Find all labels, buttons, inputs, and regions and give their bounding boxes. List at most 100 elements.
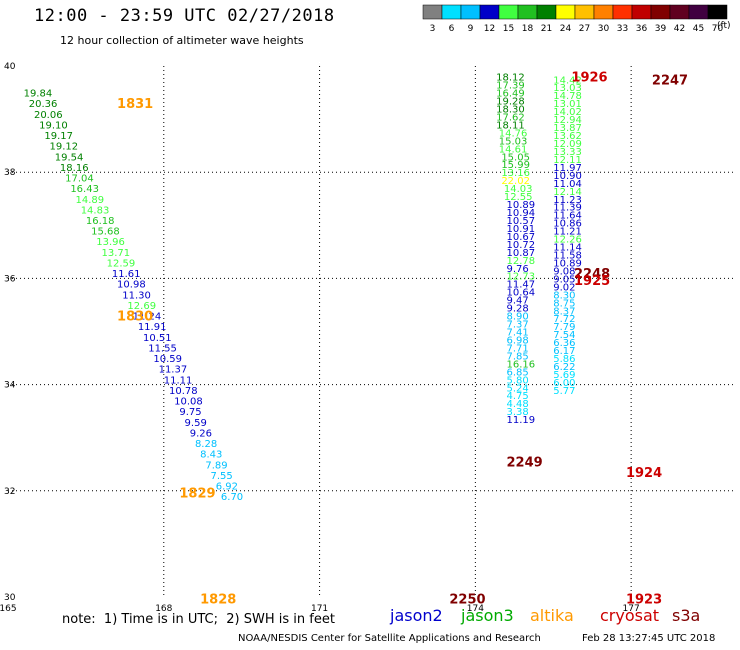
y-tick-label: 38: [4, 168, 16, 178]
swh-value-label: 10.90: [553, 171, 582, 182]
swh-value-label: 6.00: [553, 378, 575, 389]
track-time-label: 1926: [571, 71, 607, 86]
swh-value-label: 14.76: [499, 128, 528, 139]
color-scale-label: 21: [541, 24, 552, 34]
color-scale-swatch: [669, 4, 690, 20]
color-scale-unit: (ft): [717, 21, 731, 31]
swh-value-label: 6.85: [507, 367, 529, 378]
legend-jason3: jason3: [461, 606, 514, 625]
swh-value-label: 12.59: [107, 258, 136, 269]
swh-value-label: 18.12: [496, 73, 525, 84]
color-scale-label: 15: [503, 24, 514, 34]
swh-value-label: 13.87: [553, 123, 582, 134]
swh-value-label: 10.91: [507, 224, 536, 235]
swh-value-label: 10.89: [507, 200, 536, 211]
swh-value-label: 11.64: [553, 211, 582, 222]
swh-value-label: 17.62: [496, 112, 525, 123]
track-time-label: 2248: [574, 267, 610, 282]
swh-value-label: 11.11: [164, 375, 193, 386]
color-scale-label: 6: [449, 24, 455, 34]
swh-value-label: 18.11: [496, 120, 525, 131]
swh-value-label: 19.12: [50, 142, 79, 153]
swh-value-label: 10.08: [174, 397, 203, 408]
color-scale-label: 42: [674, 24, 685, 34]
swh-value-label: 7.55: [211, 471, 233, 482]
legend-jason2: jason2: [390, 606, 443, 625]
track-time-label: 1830: [117, 310, 153, 325]
swh-value-label: 10.78: [169, 386, 198, 397]
color-scale-label: 27: [579, 24, 590, 34]
swh-value-label: 14.78: [553, 91, 582, 102]
swh-value-label: 10.72: [507, 240, 536, 251]
swh-value-label: 13.01: [553, 99, 582, 110]
x-tick-label: 174: [467, 604, 484, 614]
swh-value-label: 12.78: [507, 256, 536, 267]
y-tick-label: 40: [4, 62, 16, 72]
swh-value-label: 10.89: [553, 258, 582, 269]
swh-value-label: 15.68: [91, 227, 120, 238]
swh-value-label: 17.39: [496, 81, 525, 92]
swh-value-label: 12.14: [553, 187, 582, 198]
swh-value-label: 20.06: [34, 110, 63, 121]
generation-timestamp: Feb 28 13:27:45 UTC 2018: [582, 633, 716, 644]
swh-value-label: 7.37: [507, 320, 529, 331]
swh-value-label: 15.03: [499, 136, 528, 147]
track-time-label: 1925: [574, 274, 610, 289]
swh-value-label: 3.38: [507, 407, 529, 418]
y-tick-label: 30: [4, 593, 16, 603]
swh-value-label: 19.84: [24, 89, 53, 100]
color-scale-swatch: [498, 4, 519, 20]
swh-value-label: 6.36: [553, 338, 575, 349]
swh-value-label: 14.03: [504, 184, 533, 195]
swh-value-label: 8.28: [195, 439, 217, 450]
swh-value-label: 7.72: [553, 314, 575, 325]
color-scale-swatch: [517, 4, 538, 20]
swh-value-label: 15.99: [501, 160, 530, 171]
legend-cryosat: cryosat: [600, 606, 660, 625]
swh-value-label: 14.02: [553, 107, 582, 118]
swh-value-label: 9.59: [185, 418, 207, 429]
y-tick-label: 34: [4, 381, 16, 391]
color-scale-swatch: [631, 4, 652, 20]
swh-value-label: 14.89: [76, 195, 105, 206]
swh-value-label: 13.62: [553, 131, 582, 142]
swh-value-label: 12.26: [553, 235, 582, 246]
swh-value-label: 10.59: [153, 354, 182, 365]
color-scale-label: 12: [484, 24, 495, 34]
swh-value-label: 5.24: [507, 383, 529, 394]
swh-value-label: 6.98: [507, 335, 529, 346]
track-time-label: 2247: [652, 73, 688, 88]
swh-value-label: 11.58: [553, 251, 582, 262]
swh-value-label: 18.16: [60, 163, 89, 174]
swh-value-label: 9.28: [507, 304, 529, 315]
color-scale-swatch: [479, 4, 500, 20]
swh-value-label: 9.26: [190, 428, 212, 439]
swh-value-label: 6.70: [221, 492, 243, 503]
swh-value-label: 11.91: [138, 322, 167, 333]
page-title: 12:00 - 23:59 UTC 02/27/2018: [34, 6, 335, 26]
credit-line: NOAA/NESDIS Center for Satellite Applica…: [238, 633, 541, 644]
swh-value-label: 8.90: [507, 312, 529, 323]
swh-value-label: 11.37: [159, 365, 188, 376]
swh-value-label: 6.22: [553, 362, 575, 373]
swh-value-label: 8.30: [553, 290, 575, 301]
track-time-label: 1831: [117, 97, 153, 112]
color-scale-swatch: [650, 4, 671, 20]
color-scale-swatch: [536, 4, 557, 20]
swh-value-label: 19.10: [39, 120, 68, 131]
color-scale-swatch: [422, 4, 443, 20]
swh-value-label: 10.94: [507, 208, 536, 219]
color-scale-swatch: [555, 4, 576, 20]
color-scale-label: 39: [655, 24, 667, 34]
swh-value-label: 10.64: [507, 288, 536, 299]
swh-value-label: 13.71: [101, 248, 130, 259]
swh-value-label: 11.30: [122, 290, 151, 301]
track-time-label: 1829: [179, 486, 215, 501]
swh-value-label: 7.41: [507, 328, 529, 339]
swh-value-label: 7.71: [507, 343, 529, 354]
swh-value-label: 13.96: [96, 237, 125, 248]
swh-value-label: 7.54: [553, 330, 575, 341]
swh-value-label: 19.17: [44, 131, 73, 142]
y-tick-label: 36: [4, 274, 16, 284]
